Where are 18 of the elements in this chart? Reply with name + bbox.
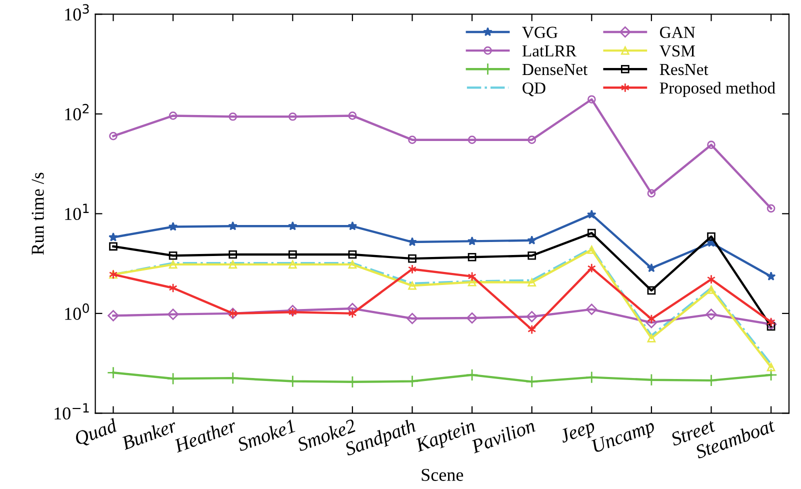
x-tick-label: Smoke1 [236, 418, 296, 452]
y-tick-label: 10$^{2}$ [65, 104, 89, 120]
legend-label: ResNet [660, 64, 708, 76]
legend-label: VSM [660, 45, 695, 57]
y-tick-label: 10$^{−1}$ [54, 403, 89, 420]
legend-label: VGG [522, 26, 558, 38]
legend-label: DenseNet [522, 64, 588, 76]
y-tick-label: 10$^{0}$ [65, 303, 89, 320]
x-axis-title: Scene [422, 468, 464, 481]
legend-label: QD [522, 82, 546, 96]
legend-label: Proposed method [660, 82, 776, 98]
legend-label: GAN [660, 26, 696, 38]
y-tick-label: 10$^{1}$ [65, 204, 89, 220]
legend-label: LatLRR [522, 45, 577, 57]
y-axis-title: Run time /s [32, 172, 44, 255]
x-tick-label: Quad [74, 418, 119, 448]
y-tick-label: 10$^{3}$ [65, 4, 89, 21]
x-tick-label: Uncamp [591, 418, 657, 457]
